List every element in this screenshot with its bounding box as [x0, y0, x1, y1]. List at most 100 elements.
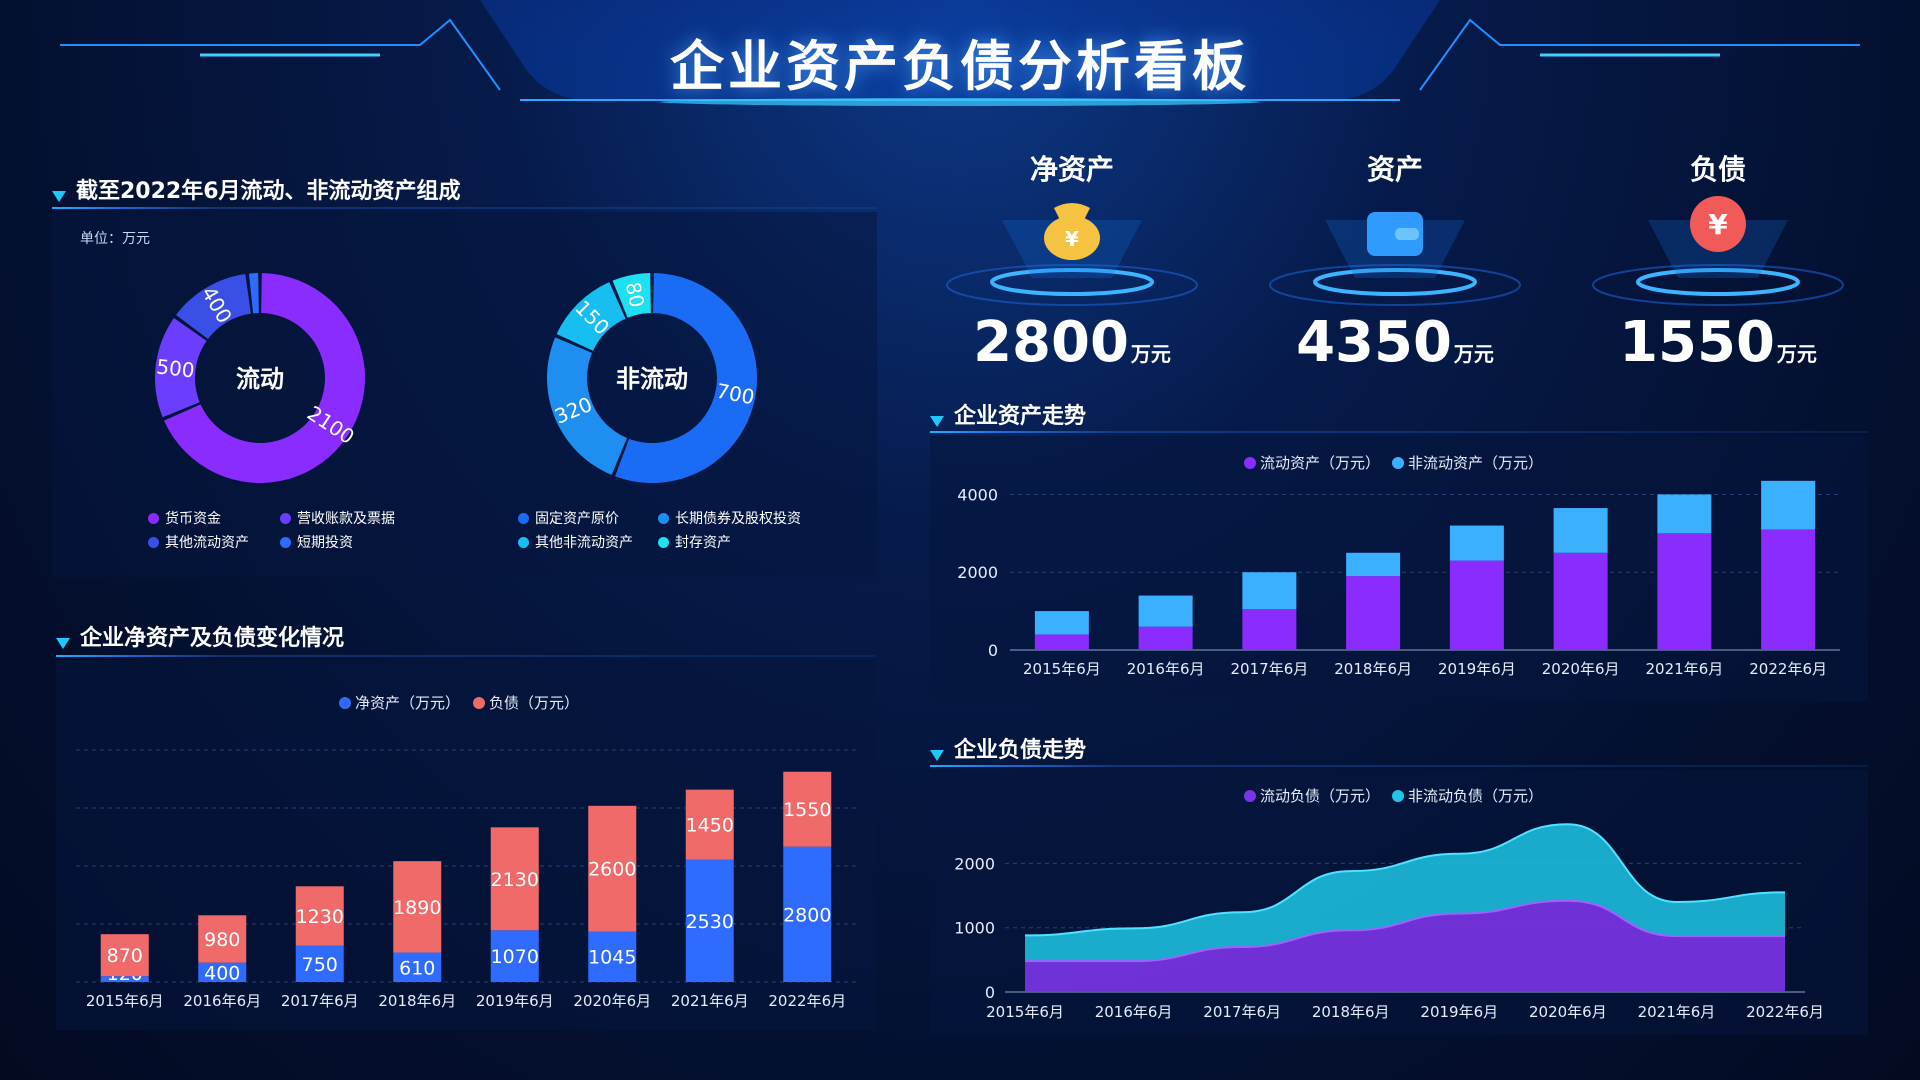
kpi-label: 负债	[1689, 153, 1746, 186]
legend-label: 短期投资	[297, 535, 353, 551]
donut-data-label: 80	[621, 280, 650, 310]
legend-dot	[1244, 790, 1256, 802]
bar-data-label: 400	[204, 962, 240, 984]
y-tick-label: 1000	[954, 919, 995, 938]
legend-dot	[1392, 790, 1404, 802]
x-tick-label: 2018年6月	[378, 992, 456, 1010]
legend-label: 其他流动资产	[165, 535, 249, 551]
x-tick-label: 2020年6月	[573, 992, 651, 1010]
donut-legend-noncurrent: 固定资产原价 长期债券及股权投资其他非流动资产 封存资产	[518, 508, 808, 552]
y-tick-label: 2000	[954, 854, 995, 873]
bar-segment	[1761, 529, 1816, 650]
legend-label[interactable]: 流动负债（万元）	[1260, 787, 1380, 805]
x-tick-label: 2019年6月	[1420, 1003, 1498, 1021]
bar-segment	[1657, 494, 1712, 534]
legend-dot	[658, 512, 669, 524]
x-tick-label: 2018年6月	[1312, 1003, 1390, 1021]
legend-item[interactable]: 封存资产	[658, 532, 808, 552]
bar-data-label: 1045	[588, 947, 636, 969]
bar-data-label: 2800	[783, 904, 831, 926]
bar-data-label: 870	[107, 945, 143, 967]
legend-label[interactable]: 负债（万元）	[489, 694, 579, 712]
bar-segment	[1346, 552, 1401, 577]
donut-slice	[612, 273, 651, 318]
bar-data-label: 1070	[491, 946, 539, 968]
kpi-label: 资产	[1366, 153, 1423, 186]
x-tick-label: 2015年6月	[86, 992, 164, 1010]
net-debt-title: 企业净资产及负债变化情况	[56, 620, 344, 652]
x-tick-label: 2019年6月	[476, 992, 554, 1010]
x-tick-label: 2022年6月	[768, 992, 846, 1010]
bar-segment	[685, 789, 734, 860]
legend-label[interactable]: 非流动负债（万元）	[1408, 787, 1543, 805]
bar-segment	[1346, 576, 1401, 650]
bar-data-label: 1450	[686, 815, 734, 837]
legend-dot	[1244, 457, 1256, 469]
area-line	[1024, 823, 1786, 937]
area-line	[1025, 899, 1785, 963]
x-tick-label: 2019年6月	[1438, 660, 1516, 678]
bar-segment	[1138, 595, 1193, 627]
y-tick-label: 2000	[957, 563, 998, 582]
x-tick-label: 2015年6月	[986, 1003, 1064, 1021]
donut-center-label: 非流动	[616, 365, 688, 393]
legend-item[interactable]: 短期投资	[280, 532, 408, 552]
legend-dot	[339, 697, 351, 709]
svg-text:¥: ¥	[1065, 227, 1079, 251]
donut-data-label: 500	[155, 354, 196, 382]
x-tick-label: 2021年6月	[671, 992, 749, 1010]
donut-center-label: 流动	[236, 365, 284, 393]
kpi-unit: 万元	[1776, 342, 1817, 366]
bar-segment	[1553, 552, 1608, 650]
bar-data-label: 1230	[296, 906, 344, 928]
net-debt-panel	[56, 660, 876, 1030]
legend-dot	[148, 512, 159, 524]
section-title-text: 截至2022年6月流动、非流动资产组成	[76, 179, 461, 204]
donut-legend-current: 货币资金 营收账款及票据其他流动资产 短期投资	[148, 508, 408, 552]
x-tick-label: 2017年6月	[1203, 1003, 1281, 1021]
legend-item[interactable]: 其他流动资产	[148, 532, 262, 552]
legend-item[interactable]: 固定资产原价	[518, 508, 640, 528]
bar-data-label: 2530	[686, 911, 734, 933]
kpi-unit: 万元	[1130, 342, 1171, 366]
bar-segment	[393, 952, 442, 982]
kpi-value: 4350 万元	[1245, 310, 1545, 375]
x-tick-label: 2016年6月	[1095, 1003, 1173, 1021]
legend-label: 长期债券及股权投资	[675, 511, 801, 527]
legend-dot	[1392, 457, 1404, 469]
unit-label: 单位：万元	[80, 231, 150, 247]
x-tick-label: 2022年6月	[1746, 1003, 1824, 1021]
money-bag-icon: ¥	[946, 203, 1198, 306]
area-series	[1025, 824, 1785, 962]
kpi-number: 2800	[973, 310, 1129, 375]
yuan-coin-icon: ¥	[1592, 196, 1844, 306]
legend-dot	[518, 512, 529, 524]
svg-text:¥: ¥	[1708, 208, 1728, 241]
legend-label[interactable]: 流动资产（万元）	[1260, 454, 1380, 472]
donut-slice	[547, 337, 628, 475]
asset-trend-bar-chart: 流动资产（万元） 非流动资产（万元） 0 2000 4000 2015年6月 2016年6月…	[957, 454, 1840, 678]
kpi-value: 1550 万元	[1568, 310, 1868, 375]
legend-label: 营收账款及票据	[297, 511, 395, 527]
bar-segment	[1034, 611, 1089, 635]
legend-item[interactable]: 其他非流动资产	[518, 532, 640, 552]
triangle-icon	[930, 750, 944, 761]
bar-data-label: 610	[399, 957, 435, 979]
legend-label[interactable]: 非流动资产（万元）	[1408, 454, 1543, 472]
legend-dot	[280, 536, 291, 548]
header: 企业资产负债分析看板	[0, 0, 1920, 115]
kpi-unit: 万元	[1453, 342, 1494, 366]
legend-item[interactable]: 长期债券及股权投资	[658, 508, 808, 528]
y-tick-label: 0	[985, 983, 995, 1002]
debt-trend-title: 企业负债走势	[930, 732, 1086, 764]
x-tick-label: 2016年6月	[183, 992, 261, 1010]
legend-item[interactable]: 货币资金	[148, 508, 262, 528]
legend-label[interactable]: 净资产（万元）	[355, 694, 460, 712]
bar-segment	[198, 962, 247, 982]
bar-segment	[295, 886, 344, 946]
legend-item[interactable]: 营收账款及票据	[280, 508, 408, 528]
bar-data-label: 980	[204, 929, 240, 951]
debt-trend-area-chart: 流动负债（万元） 非流动负债（万元） 0 1000 2000 2015年6月 2016年6月…	[954, 787, 1824, 1021]
donut-slice	[615, 273, 757, 483]
